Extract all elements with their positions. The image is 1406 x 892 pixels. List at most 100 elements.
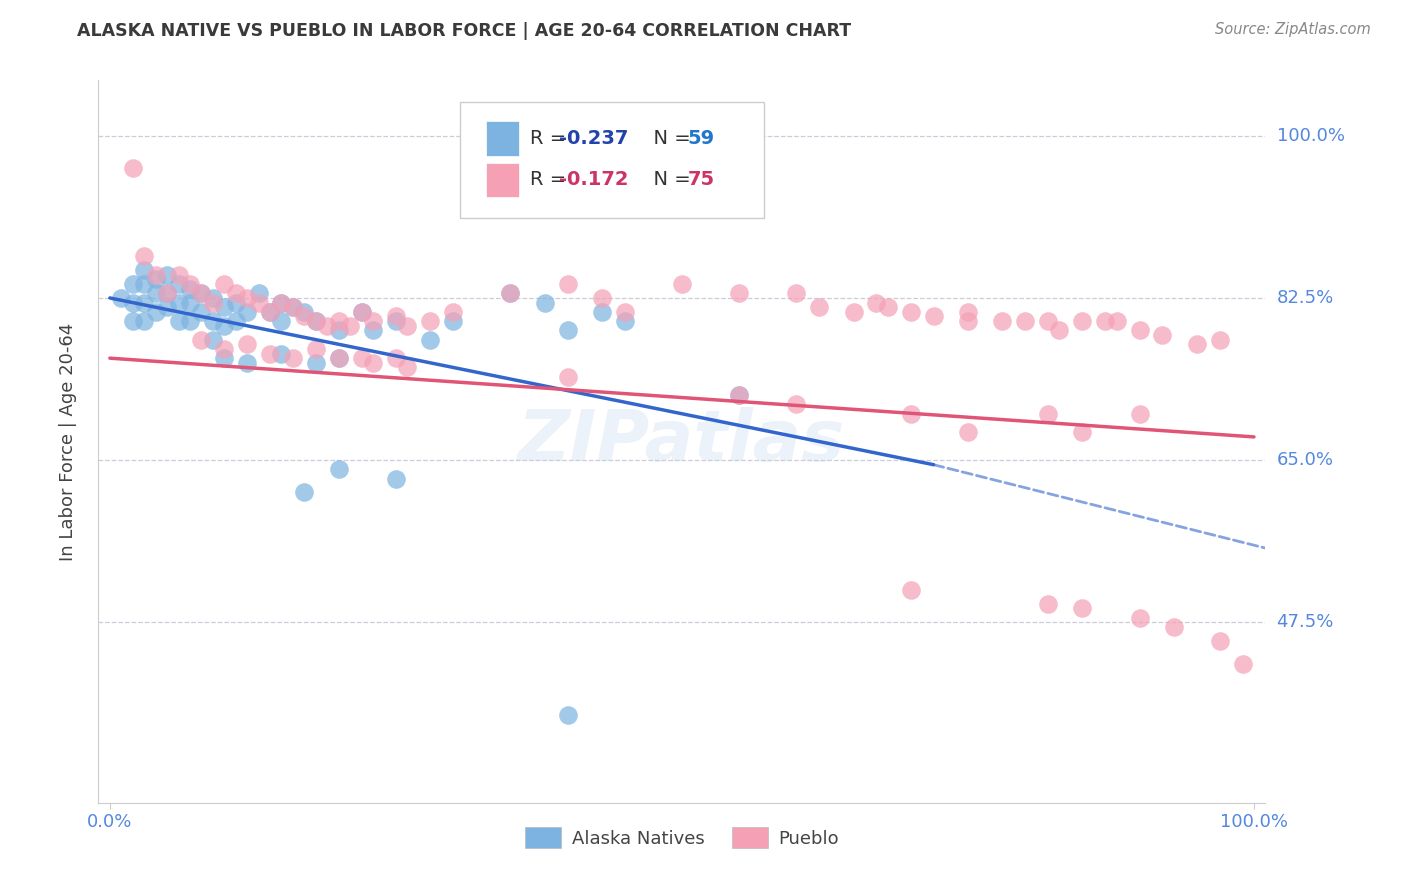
Text: 65.0%: 65.0%: [1277, 451, 1333, 469]
Point: [385, 351, 408, 366]
Point: [156, 300, 179, 314]
Point: [328, 462, 350, 476]
Legend: Alaska Natives, Pueblo: Alaska Natives, Pueblo: [517, 820, 846, 855]
Point: [281, 351, 304, 366]
Point: [385, 314, 408, 328]
Point: [1232, 657, 1254, 671]
Point: [350, 305, 373, 319]
Point: [671, 277, 693, 291]
Point: [991, 314, 1014, 328]
Point: [1014, 314, 1036, 328]
Point: [259, 305, 281, 319]
Point: [339, 318, 361, 333]
Point: [865, 295, 887, 310]
Point: [1036, 597, 1059, 611]
Point: [145, 305, 167, 319]
Point: [179, 295, 201, 310]
Point: [190, 286, 212, 301]
Point: [900, 407, 922, 421]
Point: [385, 472, 408, 486]
Point: [214, 351, 236, 366]
Point: [1208, 333, 1230, 347]
Y-axis label: In Labor Force | Age 20-64: In Labor Force | Age 20-64: [59, 322, 77, 561]
Point: [167, 314, 190, 328]
Point: [134, 314, 156, 328]
Point: [328, 323, 350, 337]
Point: [1049, 323, 1071, 337]
Point: [419, 314, 441, 328]
Point: [167, 268, 190, 282]
Point: [281, 300, 304, 314]
Point: [808, 300, 831, 314]
Point: [134, 277, 156, 291]
Point: [259, 346, 281, 360]
Point: [201, 333, 224, 347]
Point: [145, 268, 167, 282]
Point: [292, 305, 315, 319]
Point: [201, 314, 224, 328]
Point: [361, 323, 384, 337]
Point: [134, 249, 156, 263]
Point: [591, 305, 613, 319]
Point: [557, 277, 579, 291]
Text: -0.172: -0.172: [560, 170, 628, 189]
Text: R =: R =: [530, 170, 572, 189]
Point: [134, 295, 156, 310]
Point: [167, 295, 190, 310]
Point: [441, 305, 464, 319]
Point: [728, 388, 751, 402]
Point: [1163, 620, 1185, 634]
Point: [247, 295, 270, 310]
Point: [785, 286, 807, 301]
Text: 59: 59: [688, 128, 714, 147]
Point: [270, 295, 292, 310]
Text: 75: 75: [688, 170, 714, 189]
Point: [179, 277, 201, 291]
Point: [361, 314, 384, 328]
Point: [236, 356, 259, 370]
Point: [316, 318, 339, 333]
Point: [728, 286, 751, 301]
Point: [305, 342, 328, 356]
Point: [328, 351, 350, 366]
Point: [900, 305, 922, 319]
Point: [557, 707, 579, 722]
Point: [156, 268, 179, 282]
Text: 82.5%: 82.5%: [1277, 289, 1334, 307]
Point: [441, 314, 464, 328]
Text: N =: N =: [641, 170, 697, 189]
Text: ZIPatlas: ZIPatlas: [519, 407, 845, 476]
Point: [1208, 633, 1230, 648]
Point: [328, 351, 350, 366]
Point: [201, 295, 224, 310]
Point: [1128, 323, 1150, 337]
Text: N =: N =: [641, 128, 697, 147]
Point: [876, 300, 898, 314]
Text: -0.237: -0.237: [560, 128, 628, 147]
Text: ALASKA NATIVE VS PUEBLO IN LABOR FORCE | AGE 20-64 CORRELATION CHART: ALASKA NATIVE VS PUEBLO IN LABOR FORCE |…: [77, 22, 852, 40]
Point: [900, 582, 922, 597]
Point: [350, 351, 373, 366]
Point: [292, 310, 315, 324]
Point: [1071, 314, 1094, 328]
Point: [613, 314, 636, 328]
Point: [121, 161, 143, 176]
Point: [1128, 407, 1150, 421]
Point: [557, 369, 579, 384]
Point: [145, 286, 167, 301]
Point: [1036, 407, 1059, 421]
Point: [214, 277, 236, 291]
Point: [156, 286, 179, 301]
Point: [214, 300, 236, 314]
FancyBboxPatch shape: [486, 162, 519, 197]
Point: [190, 286, 212, 301]
FancyBboxPatch shape: [460, 102, 763, 218]
Point: [179, 282, 201, 296]
Point: [156, 286, 179, 301]
Point: [305, 356, 328, 370]
Point: [270, 346, 292, 360]
Text: 100.0%: 100.0%: [1277, 127, 1344, 145]
Point: [121, 314, 143, 328]
Text: R =: R =: [530, 128, 572, 147]
Point: [361, 356, 384, 370]
